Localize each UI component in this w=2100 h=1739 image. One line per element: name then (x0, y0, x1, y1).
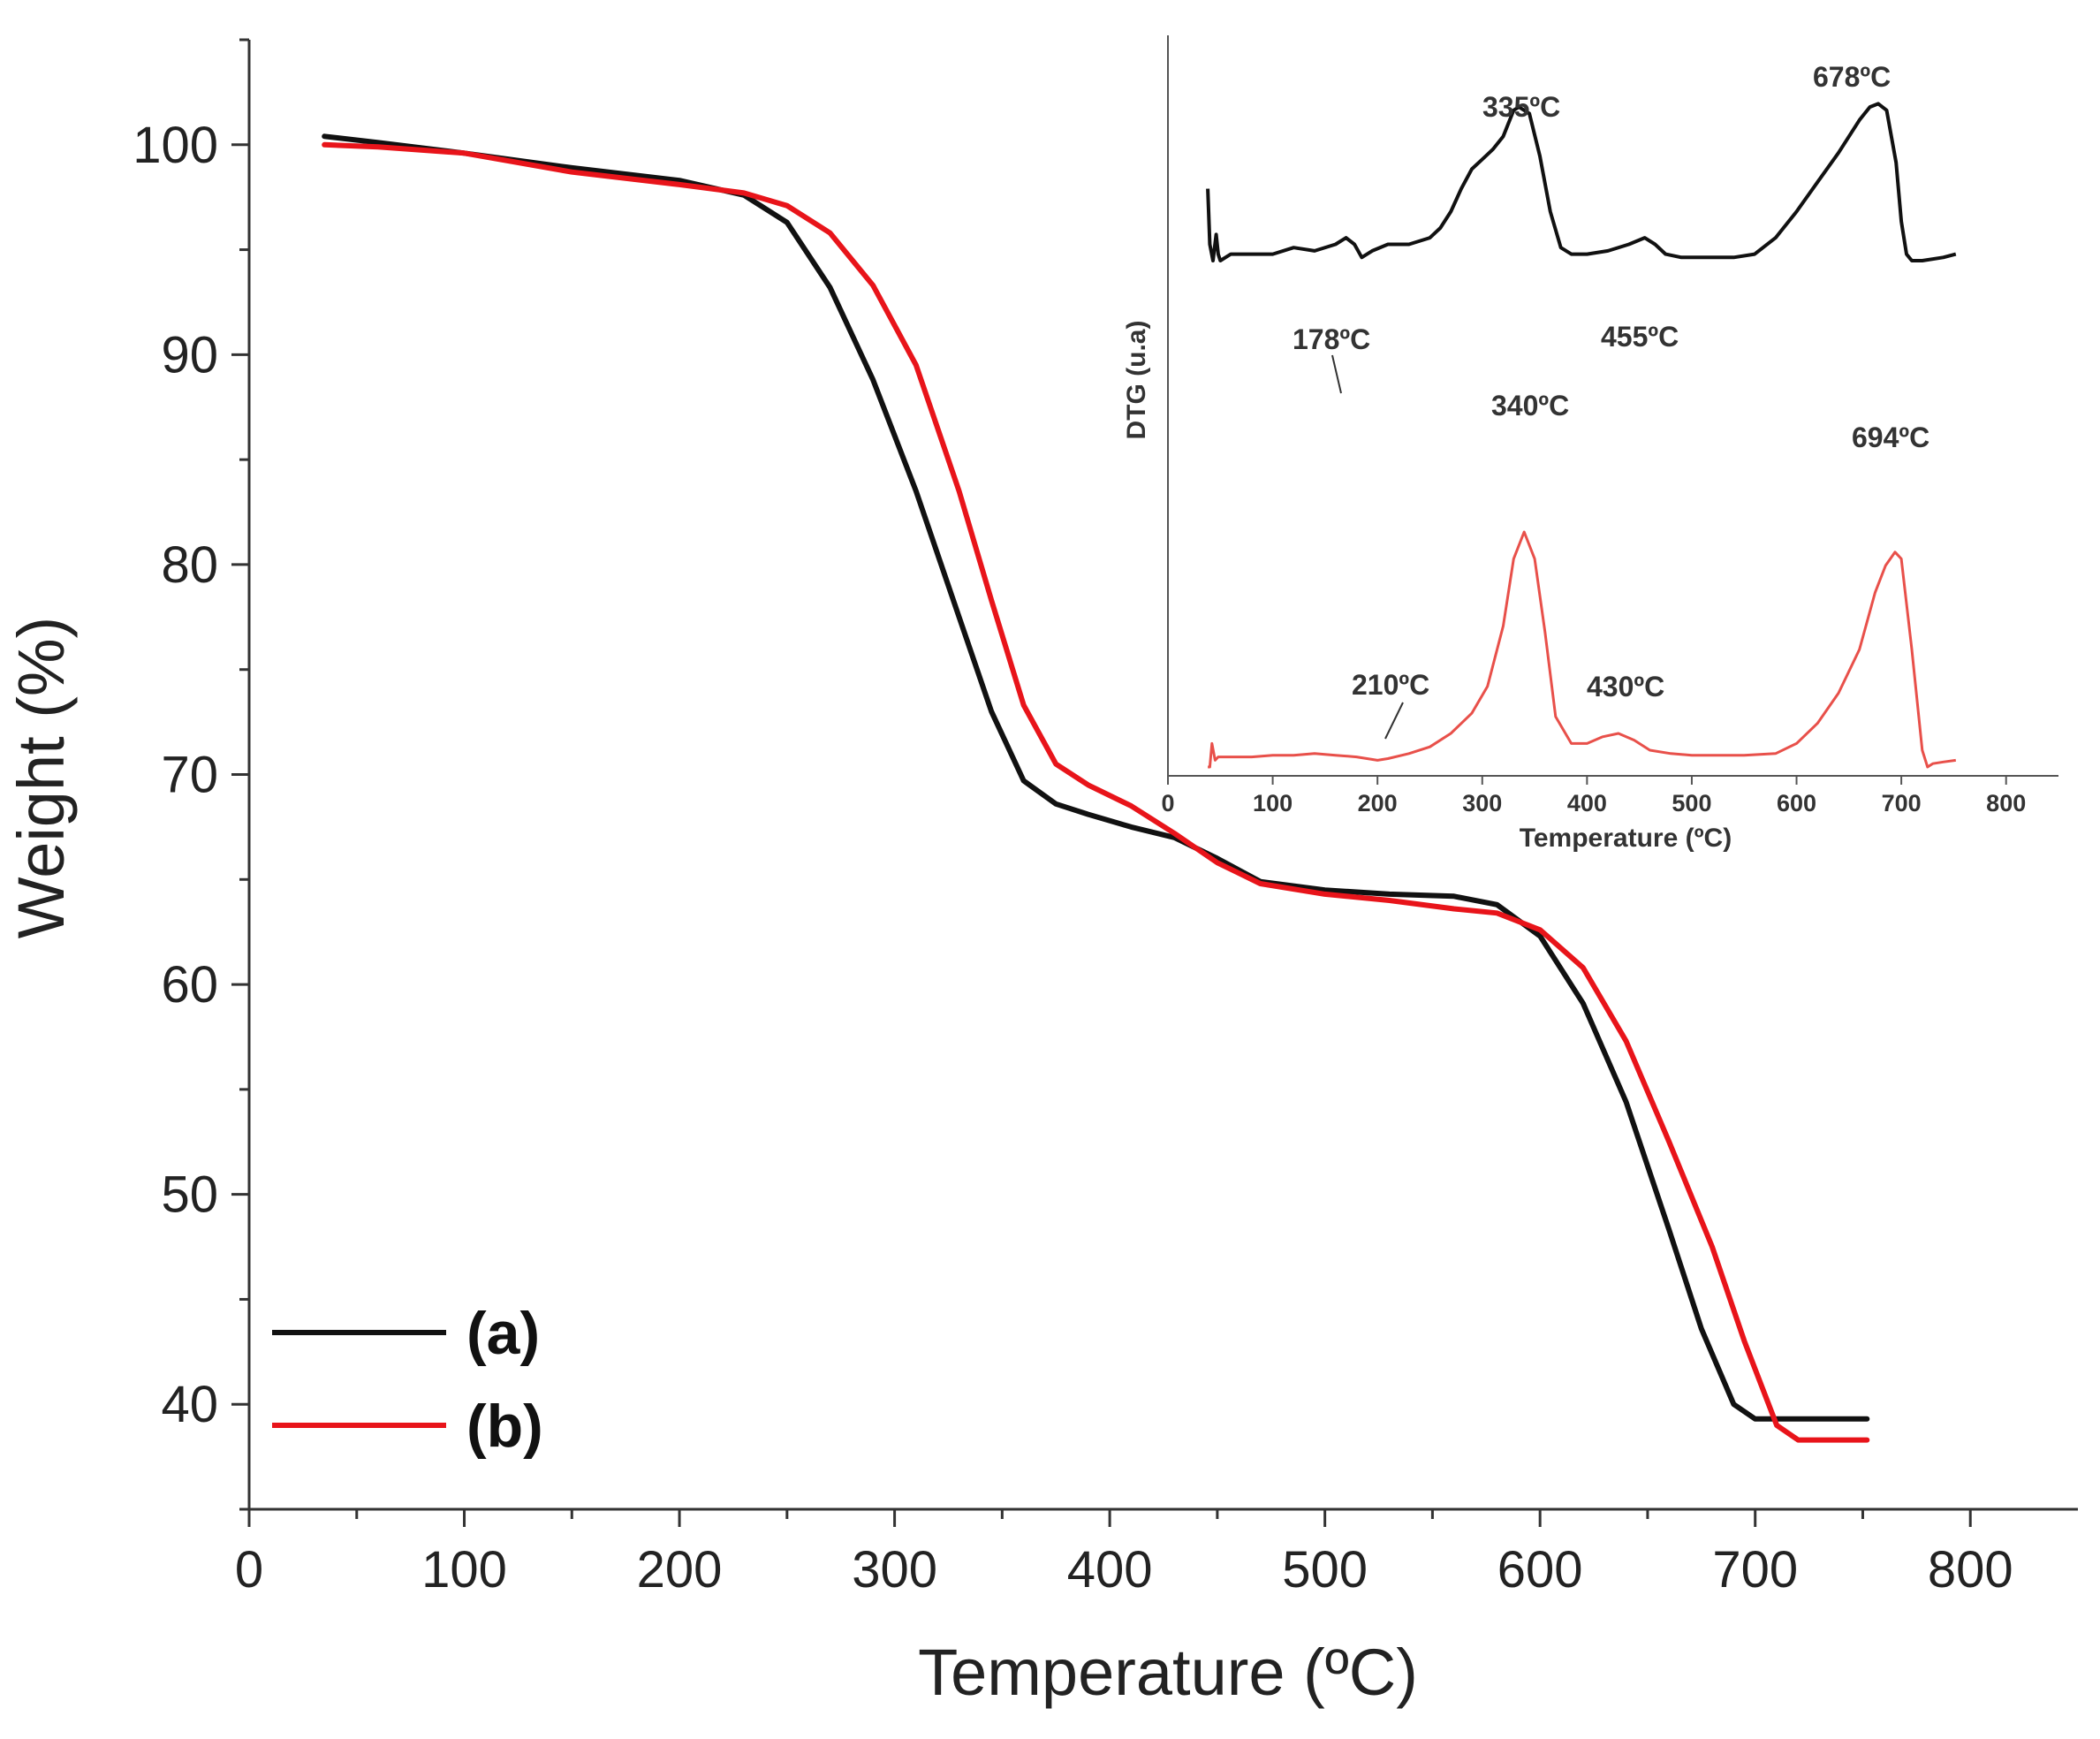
x-tick-label: 600 (1497, 1541, 1583, 1599)
inset-x-tick-label: 700 (1882, 790, 1922, 816)
peak-label-694: 694ºC (1852, 421, 1929, 453)
dtg-inset: 0 100 200 300 400 500 600 700 800 Temperature (º… (1122, 35, 2058, 853)
y-tick-label: 80 (161, 536, 218, 594)
x-tick-label: 500 (1282, 1541, 1368, 1599)
peak-label-455: 455ºC (1601, 321, 1679, 353)
x-tick-label: 800 (1928, 1541, 2013, 1599)
peak-label-678: 678ºC (1813, 61, 1891, 93)
inset-x-tick-label: 600 (1777, 790, 1816, 816)
peak-pointer-210 (1384, 702, 1404, 740)
inset-x-tick-label: 800 (1986, 790, 2026, 816)
peak-label-335: 335ºC (1482, 91, 1560, 123)
x-tick-label: 300 (852, 1541, 937, 1599)
y-tick-label: 100 (133, 117, 218, 174)
main-axes: 0 100 200 300 400 500 600 700 800 40 50 60 70 80 90 100 (133, 38, 2078, 1599)
x-tick-label: 0 (235, 1541, 263, 1599)
inset-x-tick-label: 0 (1161, 790, 1174, 816)
inset-series-line-b (1208, 530, 1956, 769)
peak-label-430: 430ºC (1587, 671, 1664, 702)
inset-x-tick-label: 400 (1567, 790, 1607, 816)
inset-y-axis-title: DTG (u.a) (1122, 321, 1151, 440)
inset-x-tick-label: 200 (1358, 790, 1398, 816)
peak-label-178: 178ºC (1293, 323, 1370, 355)
inset-series (1206, 102, 1957, 769)
x-tick-label: 200 (637, 1541, 723, 1599)
inset-x-tick-label: 300 (1462, 790, 1502, 816)
x-tick-label: 100 (421, 1541, 507, 1599)
legend-label-b: (b) (466, 1393, 543, 1460)
x-tick-label: 700 (1712, 1541, 1798, 1599)
y-tick-label: 50 (161, 1166, 218, 1224)
x-axis-title: Temperature (ºC) (918, 1636, 1418, 1709)
y-tick-label: 70 (161, 747, 218, 804)
series-line-a (322, 133, 1870, 1422)
y-tick-label: 90 (161, 326, 218, 383)
y-tick-label: 40 (161, 1376, 218, 1433)
y-axis-title: Weight (%) (4, 617, 78, 939)
x-tick-label: 400 (1067, 1541, 1153, 1599)
inset-axes: 0 100 200 300 400 500 600 700 800 (1161, 35, 2058, 816)
peak-label-340: 340ºC (1491, 390, 1569, 421)
main-series (322, 133, 1870, 1443)
inset-x-tick-label: 500 (1672, 790, 1711, 816)
legend-label-a: (a) (466, 1300, 540, 1367)
inset-background (1168, 35, 2058, 776)
inset-x-axis-title: Temperature (ºC) (1520, 824, 1732, 853)
inset-series-line-a (1206, 102, 1957, 262)
y-tick-label: 60 (161, 956, 218, 1014)
legend: (a) (b) (272, 1300, 543, 1460)
peak-pointer-178 (1331, 354, 1342, 394)
peak-label-210: 210ºC (1352, 669, 1429, 701)
series-line-b (322, 141, 1870, 1443)
inset-x-tick-label: 100 (1253, 790, 1293, 816)
